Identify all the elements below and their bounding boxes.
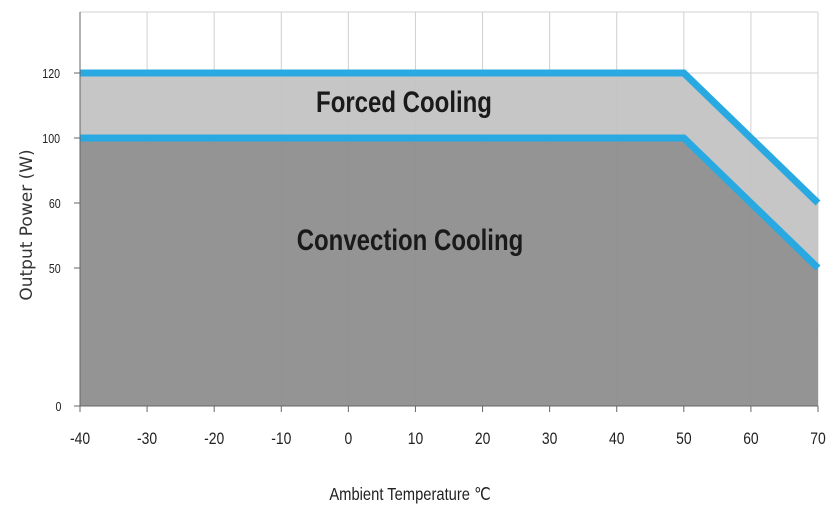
x-tick-label: -40 [70, 430, 90, 449]
x-axis-title: Ambient Temperature ℃ [329, 485, 490, 505]
x-tick-label: 50 [676, 430, 692, 449]
x-tick-label: 10 [408, 430, 424, 449]
convection-cooling-area [80, 138, 818, 406]
y-tick-label: 0 [55, 399, 61, 414]
x-tick-label: 60 [743, 430, 759, 449]
series-lines [80, 69, 821, 271]
y-tick-label: 120 [42, 66, 60, 81]
areas [80, 73, 818, 406]
series-label-convection: Convection Cooling [297, 222, 524, 256]
x-tick-labels: -40 -30 -20 -10 0 10 20 30 40 50 60 70 [70, 406, 826, 448]
x-tick-label: -20 [204, 430, 224, 449]
series-label-forced: Forced Cooling [316, 84, 492, 118]
y-tick-labels: 0 50 60 100 120 [42, 66, 80, 414]
axes [79, 12, 818, 407]
x-tick-label: -10 [271, 430, 291, 449]
x-tick-label: -30 [137, 430, 157, 449]
x-tick-label: 0 [345, 430, 353, 449]
x-tick-label: 30 [542, 430, 558, 449]
x-tick-label: 20 [475, 430, 491, 449]
forced-cooling-area [80, 73, 818, 268]
y-axis-title: Output Power (W) [17, 149, 37, 300]
y-tick-label: 100 [42, 131, 60, 146]
convection-cooling-line [80, 134, 821, 271]
forced-cooling-line [80, 69, 821, 206]
x-tick-label: 40 [609, 430, 625, 449]
y-tick-label: 50 [49, 261, 61, 276]
x-tick-label: 70 [810, 430, 826, 449]
y-tick-label: 60 [49, 196, 61, 211]
